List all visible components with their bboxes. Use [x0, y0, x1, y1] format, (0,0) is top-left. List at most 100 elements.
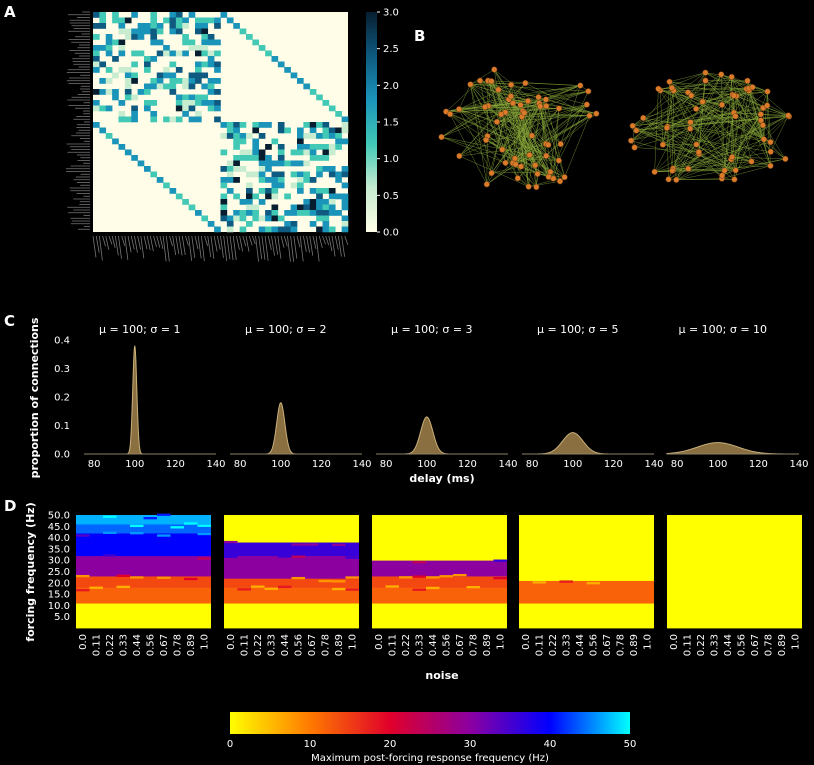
- colorbar-tick-label: 0.5: [383, 191, 399, 202]
- matrix-cell: [195, 67, 202, 73]
- network-node: [699, 98, 706, 105]
- d-xtick-label: 0.78: [468, 634, 479, 656]
- matrix-cell: [309, 122, 317, 128]
- col-label-mark: [293, 235, 298, 259]
- d-jitter: [466, 586, 480, 589]
- d-ytick-label: 30.0: [48, 556, 70, 567]
- c-subplot: μ = 100; σ = 2 80 100 120 140: [230, 323, 372, 470]
- network-edge: [630, 92, 689, 141]
- d-jitter: [291, 543, 305, 546]
- d-band: [76, 555, 211, 577]
- c-xtick-label: 100: [125, 459, 144, 470]
- matrix-cell: [246, 133, 253, 139]
- matrix-cell: [220, 193, 228, 200]
- network-node: [543, 103, 550, 110]
- col-label-mark: [309, 235, 314, 256]
- matrix-cell: [328, 149, 336, 156]
- d-ytick-label: 25.0: [48, 567, 70, 578]
- matrix-cell: [99, 127, 107, 134]
- network-edge: [735, 96, 737, 171]
- matrix-cell: [124, 34, 132, 40]
- col-label-mark: [220, 235, 224, 258]
- network-edge: [636, 112, 734, 131]
- network-edge: [666, 127, 752, 162]
- network-node: [687, 125, 694, 132]
- matrix-cell: [297, 182, 304, 189]
- matrix-cell: [131, 105, 138, 112]
- network-node: [732, 113, 739, 120]
- matrix-cell: [118, 116, 126, 123]
- col-label-mark: [197, 235, 202, 259]
- matrix-cell: [214, 226, 221, 233]
- network-node: [673, 176, 680, 183]
- matrix-cell: [284, 67, 291, 73]
- matrix-cell: [297, 127, 304, 134]
- network-node: [666, 78, 673, 85]
- network-edge: [449, 113, 529, 187]
- matrix-cell: [214, 105, 221, 112]
- matrix-cell: [93, 122, 100, 128]
- matrix-cell: [105, 45, 113, 51]
- d-jitter: [76, 534, 90, 537]
- d-xtick-label: 0.0: [521, 634, 532, 650]
- network-node: [456, 106, 463, 113]
- d-xtick-label: 1.0: [495, 634, 506, 650]
- matrix-cell: [169, 61, 177, 68]
- matrix-cell: [309, 89, 317, 95]
- matrix-cell: [214, 61, 221, 68]
- matrix-cell: [265, 226, 272, 233]
- col-label-mark: [287, 235, 291, 262]
- col-label-mark: [178, 235, 183, 256]
- d-jitter: [439, 575, 453, 578]
- network-node: [507, 93, 514, 100]
- network-edge: [510, 84, 529, 102]
- matrix-cell: [169, 83, 177, 90]
- matrix-cell: [335, 138, 342, 145]
- matrix-cell: [341, 193, 349, 200]
- network-edge: [669, 81, 752, 162]
- c-subplot: μ = 100; σ = 5 80 100 120 140: [522, 323, 664, 470]
- d-jitter: [103, 515, 117, 518]
- matrix-cell: [124, 17, 132, 24]
- network-node: [456, 152, 463, 160]
- network-edge: [636, 130, 736, 171]
- d-ytick-label: 35.0: [48, 544, 70, 555]
- network-edge: [673, 90, 771, 167]
- matrix-cell: [220, 166, 228, 172]
- matrix-cell: [233, 144, 240, 150]
- matrix-cell: [316, 215, 323, 222]
- network-edge: [470, 69, 495, 85]
- d-band: [224, 555, 359, 579]
- matrix-cell: [309, 188, 317, 194]
- matrix-cell: [131, 94, 138, 101]
- matrix-cell: [335, 177, 342, 183]
- matrix-cell: [195, 23, 202, 29]
- network-edge: [491, 81, 536, 166]
- network-edge: [748, 88, 771, 166]
- matrix-cell: [271, 226, 279, 233]
- matrix-cell: [316, 226, 323, 233]
- network-edge: [501, 114, 590, 116]
- matrix-cell: [271, 171, 279, 178]
- matrix-cell: [341, 171, 349, 178]
- network-node: [718, 71, 725, 78]
- matrix-cell: [265, 122, 272, 128]
- d-xtick-label: 0.11: [91, 634, 102, 656]
- d-jitter: [76, 574, 90, 578]
- d-heatmap: 0.0 0.11 0.22 0.33 0.44 0.56 0.67 0.78 0.89 1.0: [76, 513, 211, 656]
- network-edge: [484, 106, 506, 163]
- matrix-cell: [112, 56, 119, 62]
- matrix-cell: [124, 89, 132, 95]
- network-edge: [632, 112, 734, 127]
- matrix-cell: [284, 226, 291, 233]
- matrix-cell: [182, 23, 189, 29]
- matrix-cell: [99, 23, 107, 29]
- matrix-cell: [233, 155, 240, 161]
- network-edge: [514, 115, 590, 159]
- matrix-cell: [239, 210, 247, 216]
- d-xtick-label: 0.44: [428, 634, 439, 656]
- c-xtick-label: 100: [708, 459, 727, 470]
- matrix-cell: [328, 133, 336, 139]
- d-xtick-label: 0.44: [575, 634, 586, 656]
- matrix-cell: [252, 149, 260, 156]
